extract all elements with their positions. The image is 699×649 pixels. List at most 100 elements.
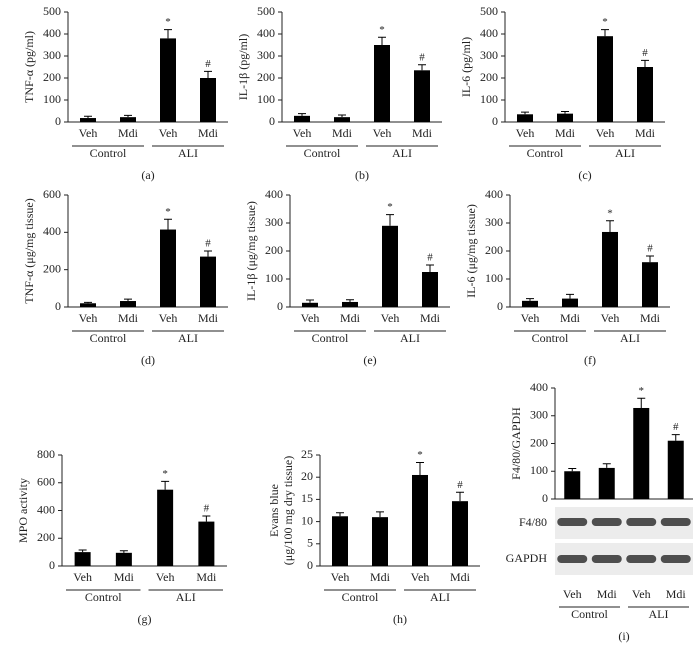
bar — [667, 440, 684, 499]
bar — [160, 229, 176, 307]
y-tick-label: 500 — [43, 4, 61, 18]
blot-band — [591, 555, 622, 563]
bar — [120, 301, 136, 307]
y-tick-label: 300 — [480, 48, 498, 62]
y-tick-label: 400 — [43, 26, 61, 40]
bar — [302, 302, 318, 307]
blot-band — [557, 555, 588, 563]
error-bar — [164, 218, 172, 230]
bar — [522, 300, 538, 307]
bar — [517, 114, 533, 122]
bar — [452, 501, 468, 566]
error-bar — [124, 114, 132, 118]
y-tick-label: 200 — [43, 261, 61, 275]
x-tick-label: Veh — [159, 126, 178, 140]
bar — [342, 301, 358, 307]
significance-mark: # — [673, 421, 679, 433]
y-tick-label: 100 — [485, 271, 503, 285]
significance-mark: * — [387, 201, 393, 213]
error-bar — [386, 214, 394, 226]
bar — [598, 467, 615, 499]
y-tick-label: 600 — [37, 475, 55, 489]
x-tick-label: Veh — [516, 126, 535, 140]
panel-label: (b) — [355, 168, 369, 182]
y-tick-label: 600 — [43, 187, 61, 201]
y-axis-label: IL-1β (pg/ml) — [236, 34, 250, 100]
bar — [374, 45, 390, 122]
error-bar — [78, 549, 87, 553]
bar — [562, 298, 578, 307]
x-tick-label: Mdi — [666, 587, 687, 601]
y-tick-label: 400 — [257, 26, 275, 40]
y-tick-label: 0 — [307, 558, 313, 572]
group-label: Control — [571, 607, 608, 621]
y-tick-label: 20 — [301, 469, 313, 483]
panel-label: (d) — [141, 353, 155, 367]
error-bar — [338, 114, 346, 118]
error-bar — [601, 29, 609, 37]
significance-mark: * — [607, 207, 613, 219]
error-bar — [418, 64, 426, 71]
x-tick-label: Mdi — [420, 311, 441, 325]
bar — [294, 115, 310, 122]
x-tick-label: Mdi — [450, 570, 471, 584]
bar — [414, 70, 430, 122]
bar — [115, 552, 132, 566]
y-tick-label: 400 — [265, 187, 283, 201]
x-tick-label: Veh — [293, 126, 312, 140]
error-bar — [202, 515, 211, 522]
y-tick-label: 400 — [485, 187, 503, 201]
y-tick-label: 500 — [257, 4, 275, 18]
y-tick-label: 0 — [55, 114, 61, 128]
x-tick-label: Mdi — [332, 126, 353, 140]
y-tick-label: 200 — [480, 70, 498, 84]
significance-mark: * — [639, 385, 645, 397]
error-bar — [641, 59, 649, 67]
y-axis-label: MPO activity — [16, 478, 30, 543]
bar — [120, 117, 136, 122]
blot-band — [591, 518, 622, 526]
y-tick-label: 100 — [257, 92, 275, 106]
x-tick-label: Mdi — [560, 311, 581, 325]
y-tick-label: 200 — [265, 243, 283, 257]
y-axis-label: TNF-α (pg/ml) — [22, 31, 36, 103]
error-bar — [336, 512, 344, 517]
error-bar — [376, 511, 384, 518]
group-label: ALI — [615, 146, 635, 160]
error-bar — [119, 550, 128, 553]
y-tick-label: 100 — [265, 271, 283, 285]
blot-band — [660, 555, 691, 563]
panel-label: (a) — [141, 168, 154, 182]
group-label: Control — [342, 590, 379, 604]
y-axis-label: TNF-α (μg/mg tissue) — [22, 198, 36, 303]
panel-label: (c) — [578, 168, 591, 182]
y-tick-label: 15 — [301, 491, 313, 505]
error-bar — [526, 298, 534, 301]
y-tick-label: 25 — [301, 447, 313, 461]
error-bar — [426, 264, 434, 272]
error-bar — [84, 115, 92, 119]
x-tick-label: Veh — [373, 126, 392, 140]
x-tick-label: Veh — [601, 311, 620, 325]
y-tick-label: 10 — [301, 513, 313, 527]
y-tick-label: 0 — [277, 299, 283, 313]
y-tick-label: 300 — [257, 48, 275, 62]
significance-mark: # — [457, 479, 463, 491]
bar — [80, 118, 96, 122]
significance-mark: # — [204, 503, 210, 515]
bar — [564, 471, 581, 499]
error-bar — [646, 255, 654, 263]
x-tick-label: Mdi — [114, 570, 135, 584]
bar — [80, 303, 96, 307]
x-tick-label: Veh — [301, 311, 320, 325]
bar — [633, 407, 650, 499]
y-tick-label: 100 — [43, 92, 61, 106]
y-tick-label: 200 — [257, 70, 275, 84]
y-tick-label: 0 — [55, 299, 61, 313]
error-bar — [561, 110, 569, 114]
y-tick-label: 100 — [480, 92, 498, 106]
error-bar — [164, 29, 172, 39]
x-tick-label: Mdi — [412, 126, 433, 140]
group-label: Control — [527, 146, 564, 160]
x-tick-label: Mdi — [198, 311, 219, 325]
